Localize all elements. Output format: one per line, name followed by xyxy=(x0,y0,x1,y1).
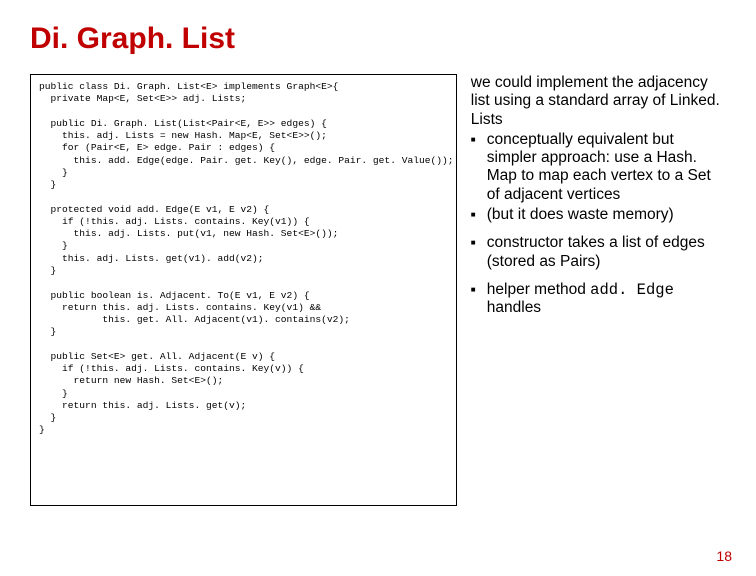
note-sublist-3: helper method add. Edge handles xyxy=(471,281,726,318)
note-subitem: conceptually equivalent but simpler appr… xyxy=(471,131,726,204)
note-text: handles xyxy=(487,299,541,316)
content-row: public class Di. Graph. List<E> implemen… xyxy=(30,74,726,506)
note-code-inline: add. Edge xyxy=(590,281,674,299)
note-subitem: (but it does waste memory) xyxy=(471,206,726,224)
notes-column: we could implement the adjacency list us… xyxy=(471,74,726,506)
code-box: public class Di. Graph. List<E> implemen… xyxy=(30,74,457,506)
note-text: helper method xyxy=(487,281,590,298)
note-sublist-1: conceptually equivalent but simpler appr… xyxy=(471,131,726,224)
note-para-1: we could implement the adjacency list us… xyxy=(471,74,726,224)
note-subitem: helper method add. Edge handles xyxy=(471,281,726,318)
note-para-2: constructor takes a list of edges (store… xyxy=(471,234,726,271)
page-number: 18 xyxy=(716,548,732,564)
code-block: public class Di. Graph. List<E> implemen… xyxy=(39,81,448,437)
note-text: we could implement the adjacency list us… xyxy=(471,74,720,128)
slide-title: Di. Graph. List xyxy=(30,22,726,56)
slide: Di. Graph. List public class Di. Graph. … xyxy=(0,0,756,576)
note-subitem: constructor takes a list of edges (store… xyxy=(471,234,726,271)
note-sublist-2: constructor takes a list of edges (store… xyxy=(471,234,726,271)
note-para-3: helper method add. Edge handles xyxy=(471,281,726,318)
